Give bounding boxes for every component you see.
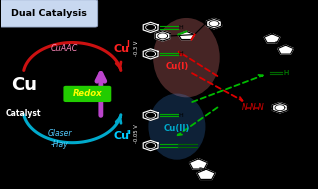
Text: Catalyst: Catalyst — [6, 109, 42, 118]
Text: Redox: Redox — [72, 89, 102, 98]
Polygon shape — [143, 49, 158, 59]
Bar — [133, 0, 142, 30]
Text: N: N — [250, 103, 255, 112]
Text: II: II — [126, 130, 131, 135]
Text: =: = — [245, 105, 251, 111]
Text: I: I — [126, 40, 129, 50]
FancyBboxPatch shape — [0, 0, 98, 27]
Text: H: H — [178, 113, 183, 118]
Polygon shape — [155, 31, 170, 41]
Text: Fe: Fe — [275, 41, 282, 46]
Text: H: H — [178, 51, 183, 56]
Polygon shape — [197, 169, 215, 179]
Text: CuAAC: CuAAC — [51, 44, 78, 53]
Text: N: N — [289, 100, 294, 105]
Ellipse shape — [153, 18, 220, 97]
Polygon shape — [207, 19, 221, 29]
Text: Cu: Cu — [114, 132, 129, 141]
Text: Cu: Cu — [11, 76, 37, 94]
Bar — [133, 83, 142, 114]
FancyBboxPatch shape — [63, 86, 111, 102]
Text: Fe: Fe — [199, 167, 206, 172]
Text: Glaser
-Hay: Glaser -Hay — [47, 129, 72, 149]
Text: N: N — [242, 103, 247, 112]
Text: N: N — [221, 15, 226, 19]
Text: Dual Catalysis: Dual Catalysis — [10, 9, 86, 18]
Polygon shape — [190, 159, 208, 169]
Text: H: H — [178, 25, 183, 30]
Polygon shape — [278, 45, 294, 54]
Polygon shape — [178, 31, 195, 40]
Ellipse shape — [149, 94, 205, 160]
Text: Cu(I): Cu(I) — [165, 62, 189, 71]
Text: -0.05 V: -0.05 V — [134, 124, 139, 143]
Polygon shape — [143, 110, 158, 120]
Text: =: = — [253, 105, 259, 111]
Text: Cu: Cu — [114, 44, 129, 54]
Bar — [133, 124, 142, 155]
Polygon shape — [143, 140, 158, 151]
Bar — [133, 37, 142, 66]
Text: -0.3 V: -0.3 V — [134, 40, 139, 56]
Polygon shape — [143, 22, 158, 33]
Text: Cu(II): Cu(II) — [164, 124, 190, 133]
Polygon shape — [273, 103, 287, 113]
Text: H: H — [284, 70, 289, 76]
Text: N: N — [258, 103, 263, 112]
Polygon shape — [264, 34, 280, 43]
